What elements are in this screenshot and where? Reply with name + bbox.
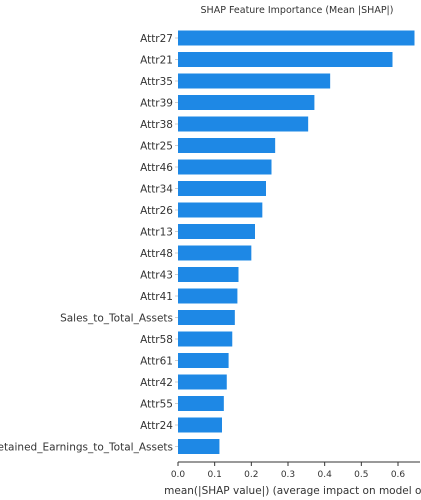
- y-tick-label-Attr61: Attr61: [140, 356, 173, 368]
- x-tick-group: 0.0 0.1 0.2 0.3 0.4 0.5 0.6: [171, 462, 406, 480]
- bar-Attr48: [178, 245, 252, 261]
- x-tick-label: 0.5: [354, 470, 368, 480]
- bar-Attr46: [178, 159, 272, 175]
- x-tick-label: 0.0: [171, 470, 186, 480]
- bar-Attr42: [178, 374, 227, 390]
- y-tick-label-Attr24: Attr24: [140, 420, 173, 432]
- x-tick-label: 0.1: [208, 470, 222, 480]
- bar-Attr26: [178, 202, 263, 218]
- bar-Attr38: [178, 116, 309, 132]
- bar-Attr24: [178, 417, 222, 433]
- y-tick-label-Attr21: Attr21: [140, 55, 173, 67]
- y-tick-label-Sales_to_Total_Assets: Sales_to_Total_Assets: [60, 313, 173, 325]
- bar-Attr55: [178, 396, 224, 411]
- y-tick-label-Retained_Earnings_to_Total_Assets: Retained_Earnings_to_Total_Assets: [0, 442, 173, 454]
- bar-Attr43: [178, 267, 239, 282]
- bar-Attr61: [178, 353, 229, 368]
- y-tick-label-Attr48: Attr48: [140, 248, 173, 260]
- x-tick-label: 0.3: [281, 470, 295, 480]
- bar-Attr34: [178, 181, 266, 196]
- y-tick-label-Attr58: Attr58: [140, 334, 173, 346]
- y-tick-label-Attr42: Attr42: [140, 377, 173, 389]
- y-tick-labels: Attr27 Attr21 Attr35 Attr39 Attr38 Attr25 Attr…: [0, 33, 173, 454]
- bar-Attr58: [178, 331, 233, 347]
- y-tick-label-Attr39: Attr39: [140, 98, 173, 110]
- x-tick-label: 0.4: [318, 470, 333, 480]
- bar-Attr21: [178, 52, 393, 67]
- y-tick-marks: [175, 37, 178, 447]
- bar-Attr41: [178, 288, 238, 304]
- bar-Retained_Earnings_to_Total_Assets: [178, 439, 220, 454]
- y-tick-label-Attr25: Attr25: [140, 141, 173, 153]
- bar-Attr39: [178, 95, 315, 110]
- y-tick-label-Attr27: Attr27: [140, 33, 173, 45]
- x-axis-label: mean(|SHAP value|) (average impact on mo…: [164, 485, 421, 497]
- chart-title: SHAP Feature Importance (Mean |SHAP|): [201, 5, 394, 16]
- bar-Sales_to_Total_Assets: [178, 310, 235, 325]
- bars-group: [178, 30, 415, 454]
- y-tick-label-Attr35: Attr35: [140, 76, 173, 88]
- x-tick-label: 0.6: [391, 470, 406, 480]
- bar-Attr27: [178, 30, 415, 46]
- y-tick-label-Attr46: Attr46: [140, 162, 173, 174]
- y-tick-label-Attr34: Attr34: [140, 184, 173, 196]
- y-tick-label-Attr38: Attr38: [140, 119, 173, 131]
- x-tick-label: 0.2: [244, 470, 258, 480]
- bar-Attr35: [178, 73, 331, 89]
- y-tick-label-Attr13: Attr13: [140, 227, 173, 239]
- bar-Attr13: [178, 224, 255, 239]
- bar-Attr25: [178, 138, 276, 153]
- y-tick-label-Attr41: Attr41: [140, 291, 173, 303]
- y-tick-label-Attr26: Attr26: [140, 205, 173, 217]
- y-tick-label-Attr55: Attr55: [140, 399, 173, 411]
- y-tick-label-Attr43: Attr43: [140, 270, 173, 282]
